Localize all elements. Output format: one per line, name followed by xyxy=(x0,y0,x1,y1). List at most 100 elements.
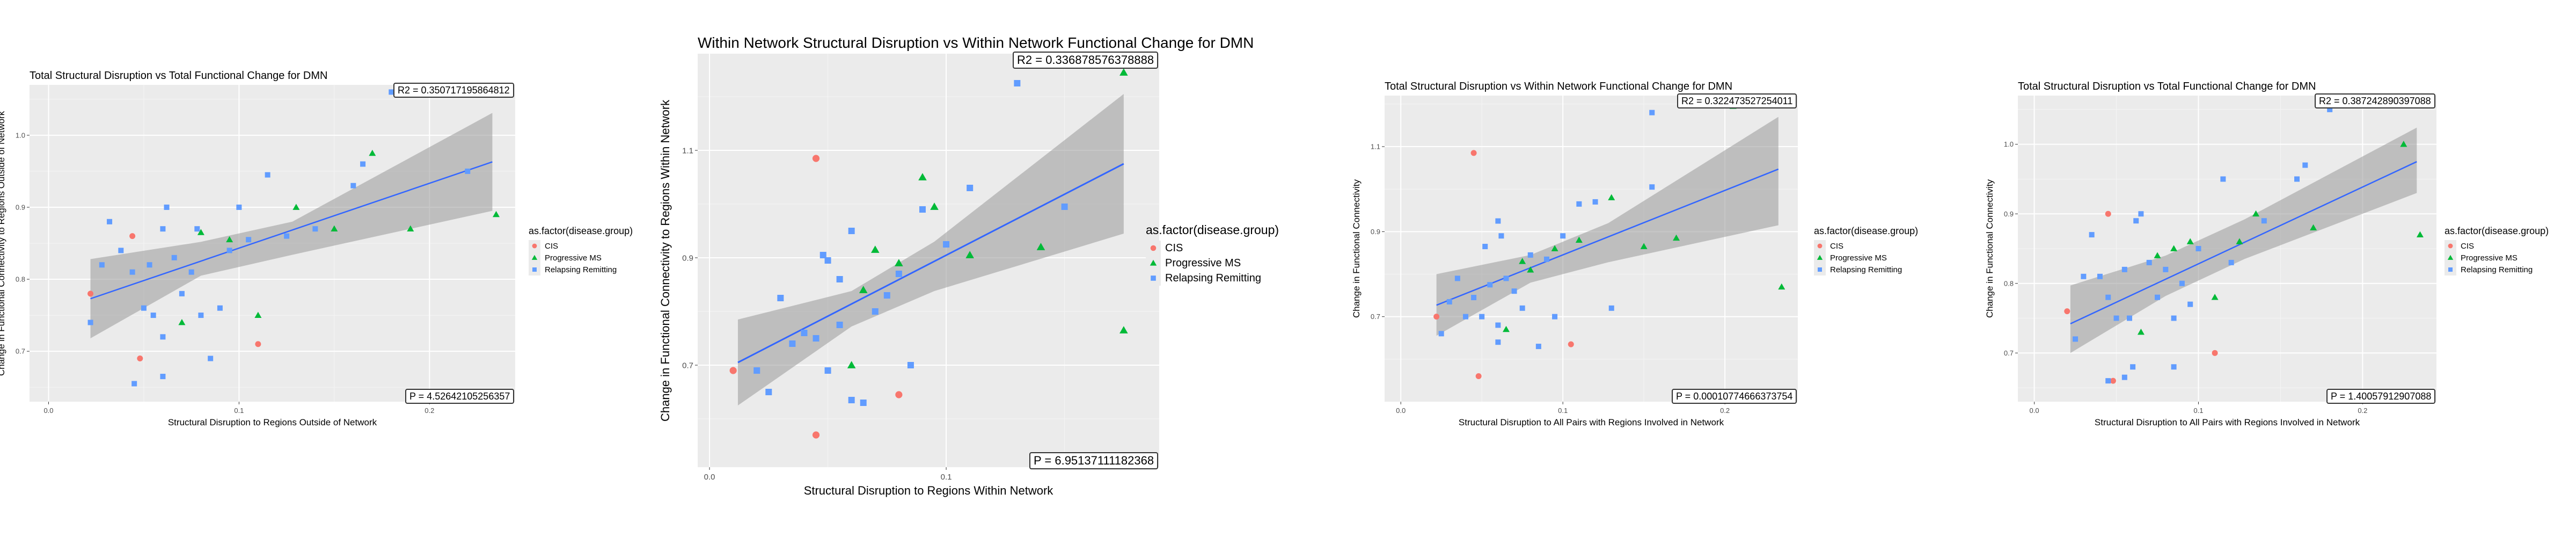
data-point-triangle xyxy=(930,202,939,210)
data-point-square xyxy=(801,330,808,336)
data-point-square xyxy=(87,320,93,325)
data-point-triangle xyxy=(1502,325,1510,332)
p-value-label: P = 4.52642105256357 xyxy=(405,389,515,404)
data-point-triangle xyxy=(2236,238,2243,244)
data-point-triangle xyxy=(331,225,338,232)
data-point-square xyxy=(2261,218,2267,224)
chart-svg: 0.0 0.1 0.2 0.7 0.8 0.9 1.0 xyxy=(16,85,515,415)
data-point-triangle xyxy=(292,204,300,210)
data-point-square xyxy=(2220,176,2226,182)
data-point-square xyxy=(194,226,200,232)
chart-svg: 0.0 0.1 0.7 0.9 1.1 xyxy=(682,54,1159,482)
legend-label: Relapsing Remitting xyxy=(545,265,617,274)
legend-label: Relapsing Remitting xyxy=(1830,265,1902,274)
data-point-square xyxy=(1495,339,1501,345)
data-point-triangle xyxy=(178,319,186,325)
data-point-triangle xyxy=(1119,326,1128,333)
legend-key-triangle-icon xyxy=(2445,252,2456,264)
y-tick-label: 1.1 xyxy=(1371,143,1380,151)
data-point-square xyxy=(1519,305,1525,311)
legend-label: Relapsing Remitting xyxy=(2461,265,2533,274)
data-point-circle xyxy=(812,431,820,439)
data-point-square xyxy=(198,313,204,318)
legend-key-circle-icon xyxy=(2445,240,2456,252)
legend-marker xyxy=(1151,275,1156,281)
data-point-square xyxy=(836,276,843,282)
data-point-square xyxy=(943,241,950,248)
legend-marker xyxy=(532,243,537,249)
p-value-label: P = 1.40057912907088 xyxy=(2326,389,2436,404)
data-point-square xyxy=(312,226,318,232)
data-point-triangle xyxy=(1608,194,1615,200)
r-squared-label: R2 = 0.350717195864812 xyxy=(393,83,514,98)
legend-item: Progressive MS xyxy=(1146,256,1279,271)
data-point-square xyxy=(919,206,926,213)
x-tick-label: 0.2 xyxy=(1720,407,1730,415)
data-point-square xyxy=(967,185,974,191)
legend-key-square-icon xyxy=(2445,264,2456,275)
data-point-triangle xyxy=(1119,68,1128,76)
data-point-square xyxy=(1560,233,1566,239)
legend-label: CIS xyxy=(1830,241,1844,251)
regression-line xyxy=(90,161,493,300)
data-point-square xyxy=(2187,301,2193,307)
data-point-square xyxy=(208,355,214,361)
data-point-triangle xyxy=(2186,238,2194,244)
chart-panel-4: 0.0 0.1 0.2 0.7 0.8 0.9 1.0 Total Structural Di… xyxy=(1953,70,2571,446)
legend-item: Progressive MS xyxy=(529,252,633,264)
data-point-square xyxy=(236,204,242,210)
data-point-square xyxy=(1552,314,1558,320)
data-point-circle xyxy=(2110,378,2116,384)
data-point-triangle xyxy=(226,236,233,243)
legend-item: Relapsing Remitting xyxy=(2445,264,2549,275)
data-point-triangle xyxy=(859,286,868,293)
data-point-circle xyxy=(129,233,136,240)
x-tick-label: 0.2 xyxy=(425,407,434,415)
y-tick-label: 0.9 xyxy=(16,204,25,212)
legend-key-square-icon xyxy=(1814,264,1826,275)
data-point-square xyxy=(160,226,166,232)
legend-item: Progressive MS xyxy=(2445,252,2549,264)
data-point-triangle xyxy=(369,149,376,156)
x-axis-label: Structural Disruption to All Pairs with … xyxy=(1458,417,1724,427)
data-point-triangle xyxy=(847,361,856,368)
data-point-triangle xyxy=(1640,243,1648,249)
legend-label: CIS xyxy=(1165,242,1183,254)
data-point-triangle xyxy=(1527,266,1534,273)
data-point-square xyxy=(836,322,843,328)
x-axis-label: Structural Disruption to All Pairs with … xyxy=(2094,417,2360,427)
data-point-triangle xyxy=(1575,236,1583,243)
y-axis-label: Change in Functional Connectivity to Reg… xyxy=(0,111,6,376)
data-point-square xyxy=(777,295,784,301)
data-point-square xyxy=(1608,305,1614,311)
x-tick-label: 0.0 xyxy=(704,473,715,482)
legend-title: as.factor(disease.group) xyxy=(1814,226,1919,236)
legend-marker xyxy=(1818,267,1822,272)
data-point-square xyxy=(2302,162,2308,168)
data-point-square xyxy=(2138,211,2144,217)
data-point-square xyxy=(1446,299,1452,304)
data-point-square xyxy=(872,308,879,315)
legend-key-triangle-icon xyxy=(529,252,540,264)
legend-label: CIS xyxy=(545,241,559,251)
data-point-square xyxy=(1576,201,1582,207)
data-point-square xyxy=(360,161,366,167)
legend-item: CIS xyxy=(529,240,633,252)
data-point-square xyxy=(2121,266,2127,272)
data-point-square xyxy=(2228,259,2234,265)
data-point-triangle xyxy=(918,173,927,180)
data-point-square xyxy=(2073,336,2079,342)
data-point-square xyxy=(1471,295,1477,301)
data-point-square xyxy=(2127,315,2132,321)
legend-item: CIS xyxy=(1814,240,1918,252)
y-tick-label: 0.8 xyxy=(2004,279,2014,287)
x-tick-label: 0.0 xyxy=(1396,407,1406,415)
regression-line xyxy=(1436,168,1779,306)
data-point-triangle xyxy=(2416,231,2424,237)
data-point-square xyxy=(1462,314,1468,320)
data-point-circle xyxy=(1568,341,1574,347)
data-point-square xyxy=(824,367,831,374)
y-tick-label: 1.1 xyxy=(682,146,693,155)
data-point-triangle xyxy=(1551,245,1558,251)
data-point-triangle xyxy=(2211,294,2219,300)
